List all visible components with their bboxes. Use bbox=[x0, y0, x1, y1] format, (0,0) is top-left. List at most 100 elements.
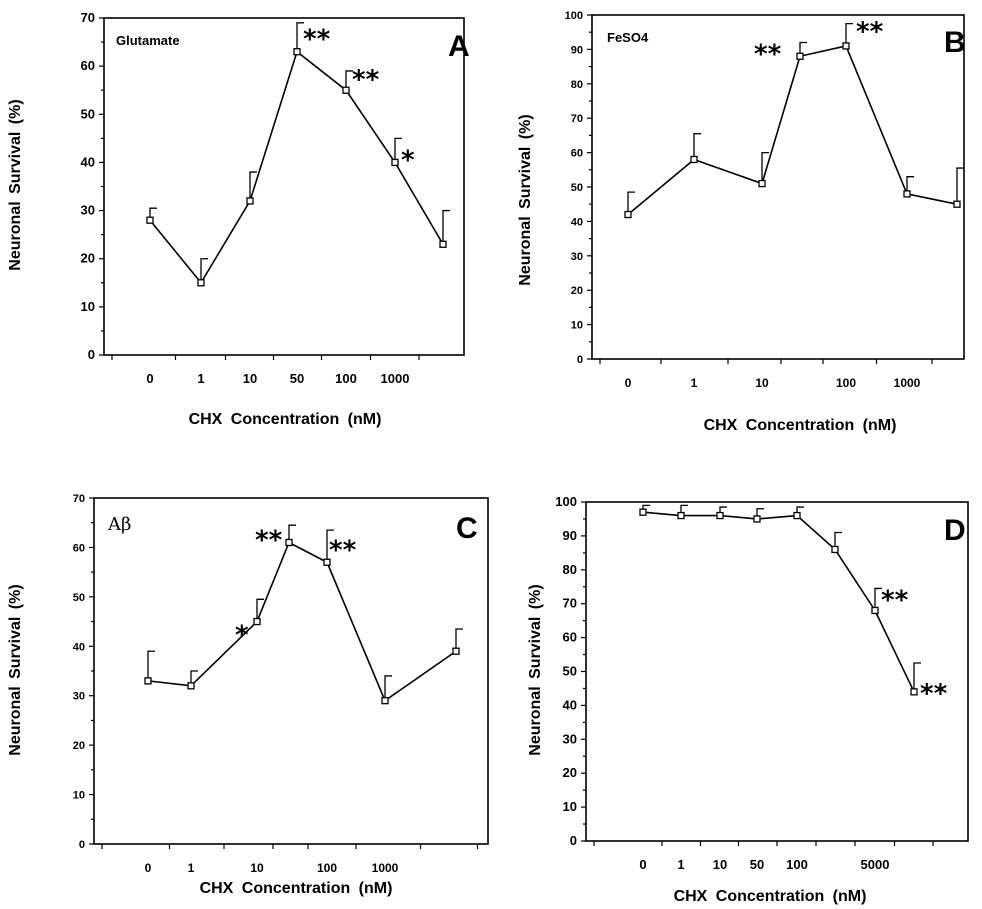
panel-d-significance: ** ** bbox=[881, 585, 948, 708]
panel-d-x-tick-label: 0 bbox=[639, 857, 646, 872]
panel-d-data-point bbox=[677, 511, 685, 520]
panel-a-significance: ***** bbox=[303, 25, 415, 176]
panel-d-y-tick-label: 50 bbox=[563, 664, 577, 679]
panel-b-data-point bbox=[842, 42, 850, 50]
panel-b-data-point bbox=[903, 190, 911, 198]
panel-b-data-point bbox=[796, 52, 804, 60]
panel-c-line bbox=[147, 541, 457, 702]
panel-d-x-axis-label: CHX Concentration (nM) bbox=[674, 888, 867, 905]
panel-a-data-point bbox=[439, 240, 447, 248]
panel-a-data-point bbox=[146, 216, 154, 224]
panel-d-x-ticks: 0 1 10 50 100 5000 bbox=[593, 841, 934, 872]
panel-d-y-tick-label: 90 bbox=[563, 528, 577, 543]
panel-a-y-tick-label: 20 bbox=[81, 251, 95, 266]
panel-b-data-point bbox=[758, 179, 766, 188]
panel-c-y-tick-label: 30 bbox=[73, 691, 85, 703]
panel-b-label: B bbox=[944, 26, 966, 59]
panel-b-x-tick-label: 1000 bbox=[894, 376, 921, 390]
panel-a-y-tick-label: 10 bbox=[81, 299, 95, 314]
panel-c-y-axis-label: Neuronal Survival (%) bbox=[7, 584, 24, 755]
panel-b-error-bar bbox=[845, 22, 853, 46]
panel-a-x-ticks: 0 1 10 50 100 1000 bbox=[111, 355, 420, 386]
panel-d-data-point bbox=[753, 515, 761, 523]
panel-b-significance-mark: ** bbox=[856, 17, 884, 47]
panel-a-y-tick-label: 30 bbox=[81, 203, 95, 218]
panel-c-significance-mark: * bbox=[235, 621, 249, 651]
panel-a-error-bar bbox=[394, 137, 402, 163]
panel-c-data-point bbox=[253, 617, 261, 626]
panel-c-data-point bbox=[381, 697, 389, 705]
panel-c-error-bar bbox=[147, 650, 155, 681]
panel-d-y-tick-label: 10 bbox=[563, 799, 577, 814]
panel-c-data-point bbox=[144, 677, 152, 685]
panel-b-significance: ** ** bbox=[754, 17, 884, 69]
panel-d-error-bar bbox=[874, 587, 882, 611]
panel-b-error-bar bbox=[956, 167, 964, 205]
panel-a-y-ticks: 0 10 20 30 40 50 60 70 bbox=[81, 10, 104, 362]
panel-b-y-tick-label: 30 bbox=[571, 251, 583, 263]
panel-d-axes bbox=[585, 501, 969, 842]
panel-c-x-tick-label: 1 bbox=[188, 861, 195, 875]
panel-a-series-line bbox=[149, 50, 444, 285]
panel-b-annotation: FeSO4 bbox=[607, 30, 649, 45]
panel-c-error-bars bbox=[147, 524, 463, 701]
panel-a-significance-mark: * bbox=[401, 145, 415, 175]
panel-b-error-bar bbox=[761, 151, 769, 184]
panel-c-y-tick-label: 70 bbox=[73, 493, 85, 505]
panel-c-y-tick-label: 60 bbox=[73, 542, 85, 554]
panel-a-error-bar bbox=[345, 70, 353, 91]
panel-c-significance: *** ** bbox=[235, 525, 357, 650]
panel-d-error-bars bbox=[642, 504, 921, 692]
panel-c-data-point bbox=[323, 558, 331, 566]
panel-b-x-ticks: 0 1 10 100 1000 bbox=[599, 359, 933, 390]
panel-b-y-tick-label: 70 bbox=[571, 113, 583, 125]
panel-c-data-point bbox=[285, 538, 293, 547]
panel-c-label: C bbox=[456, 512, 478, 545]
panel-b-x-tick-label: 0 bbox=[625, 376, 632, 390]
panel-d-x-tick-label: 1 bbox=[677, 857, 684, 872]
panel-c-data-point bbox=[187, 682, 195, 690]
panel-d-y-axis-label: Neuronal Survival (%) bbox=[527, 584, 544, 755]
panel-d-data-point bbox=[871, 606, 879, 615]
panel-d-y-tick-label: 80 bbox=[563, 562, 577, 577]
panel-b-x-tick-label: 100 bbox=[836, 376, 856, 390]
panel-d-data-point bbox=[639, 508, 647, 516]
panel-d-x-tick-label: 5000 bbox=[861, 857, 890, 872]
panel-c-x-axis-label: CHX Concentration (nM) bbox=[200, 880, 393, 897]
panel-b-error-bar bbox=[906, 176, 914, 194]
panel-d-error-bar bbox=[834, 531, 842, 550]
panel-b-error-bar bbox=[627, 191, 635, 215]
panel-a-data-point bbox=[246, 197, 254, 205]
panel-a-x-tick-label: 100 bbox=[335, 371, 357, 386]
panel-b-x-tick-label: 10 bbox=[755, 376, 769, 390]
panel-d-frame bbox=[585, 501, 969, 842]
panel-b-data-point bbox=[690, 155, 698, 164]
panel-a-x-tick-label: 1000 bbox=[381, 371, 410, 386]
panel-c-y-tick-label: 10 bbox=[73, 790, 85, 802]
panel-b-y-tick-label: 50 bbox=[571, 182, 583, 194]
panel-b-data-point bbox=[953, 200, 961, 208]
panel-a-x-axis-label: CHX Concentration (nM) bbox=[189, 411, 382, 428]
panel-c-error-bar bbox=[256, 598, 264, 622]
panel-b-x-axis-label: CHX Concentration (nM) bbox=[704, 417, 897, 434]
panel-b-x-tick-label: 1 bbox=[691, 376, 698, 390]
panel-a-x-tick-label: 10 bbox=[243, 371, 257, 386]
panel-d-y-tick-label: 100 bbox=[555, 494, 577, 509]
panel-a-y-tick-label: 40 bbox=[81, 154, 95, 169]
panel-a-data-point bbox=[391, 158, 399, 167]
panel-c-error-bar bbox=[326, 529, 334, 563]
panel-b-y-tick-label: 80 bbox=[571, 79, 583, 91]
panel-d-line bbox=[642, 511, 915, 693]
panel-b-y-axis-label: Neuronal Survival (%) bbox=[517, 114, 534, 285]
panel-b-data-point bbox=[624, 210, 632, 219]
panel-a-error-bar bbox=[149, 207, 157, 221]
panel-c-points bbox=[144, 538, 460, 705]
panel-a-y-tick-label: 70 bbox=[81, 10, 95, 25]
panel-c-x-ticks: 0 1 10 100 1000 bbox=[101, 844, 479, 875]
panel-d-y-tick-label: 30 bbox=[563, 731, 577, 746]
panel-c-y-tick-label: 0 bbox=[79, 839, 85, 851]
panel-d-x-tick-label: 100 bbox=[786, 857, 808, 872]
panel-a-error-bar bbox=[296, 22, 304, 52]
